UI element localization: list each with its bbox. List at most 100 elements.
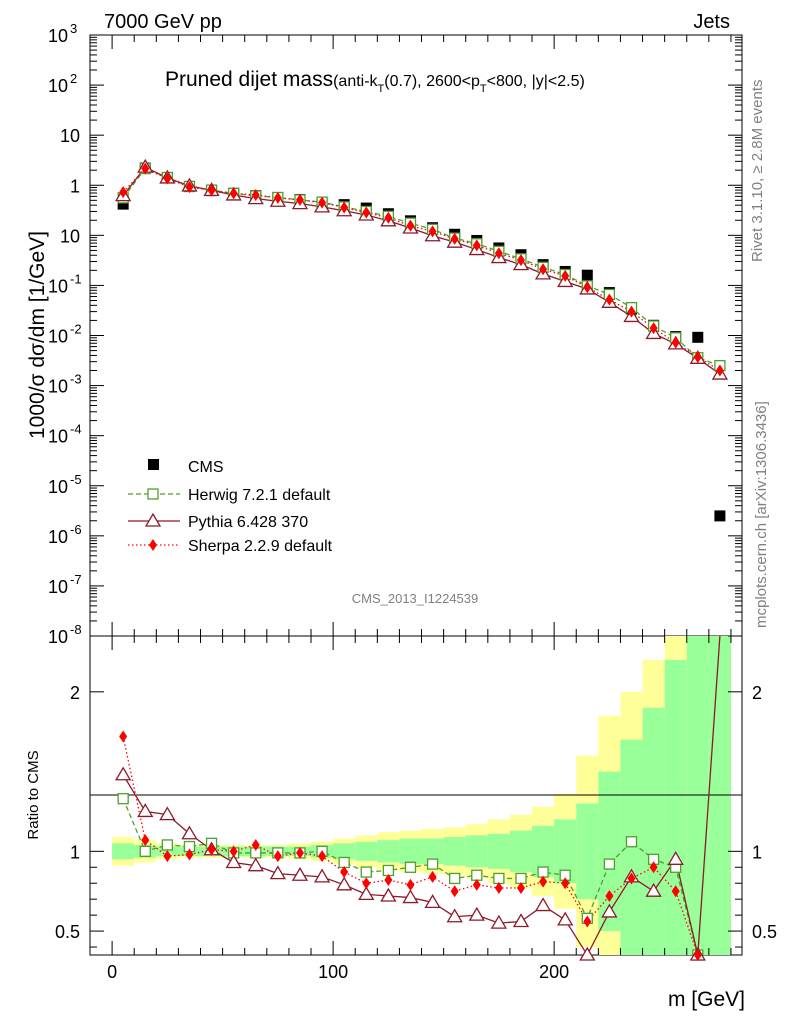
ratio-point-herwig bbox=[449, 872, 461, 885]
ratio-point-pythia bbox=[291, 866, 309, 881]
ratio-band-inner bbox=[333, 843, 356, 860]
y-tick-exponent: -5 bbox=[70, 472, 82, 487]
analysis-watermark: CMS_2013_I1224539 bbox=[352, 591, 479, 606]
main-point-sherpa bbox=[362, 206, 371, 219]
ratio-point-pythia bbox=[358, 886, 375, 901]
ratio-point-sherpa bbox=[207, 843, 216, 856]
main-point-sherpa bbox=[273, 191, 282, 204]
rivet-version-label: Rivet 3.1.10, ≥ 2.8M events bbox=[749, 80, 766, 263]
ratio-point-sherpa bbox=[583, 915, 592, 928]
legend: CMS Herwig 7.2.1 default Pythia 6.428 37… bbox=[128, 459, 333, 555]
y-tick-exponent: -4 bbox=[70, 422, 82, 437]
ratio-axis-ticks: 0.5 0.5 1 1 2 2 0 100 200 bbox=[55, 636, 777, 982]
main-point-sherpa bbox=[295, 193, 304, 206]
ratio-band-inner bbox=[399, 838, 422, 865]
legend-label-herwig: Herwig 7.2.1 default bbox=[188, 487, 331, 504]
main-point-sherpa bbox=[185, 181, 194, 194]
ratio-point-pythia bbox=[115, 766, 132, 781]
legend-label-cms: CMS bbox=[188, 459, 224, 476]
y-tick-label: 10 bbox=[48, 527, 68, 547]
ratio-band-inner bbox=[664, 659, 687, 955]
ratio-point-sherpa bbox=[627, 872, 636, 885]
y-tick-label: 10 bbox=[48, 627, 68, 647]
main-point-sherpa bbox=[494, 247, 503, 260]
ratio-y-tick-label-right: 1 bbox=[752, 842, 762, 862]
y-tick-label: 10 bbox=[48, 26, 68, 46]
ratio-band-inner bbox=[576, 803, 599, 900]
ratio-point-herwig bbox=[117, 793, 129, 805]
ratio-point-sherpa bbox=[273, 850, 282, 863]
ratio-point-pythia bbox=[402, 889, 419, 904]
ratio-point-herwig bbox=[493, 872, 505, 885]
main-point-sherpa bbox=[583, 281, 592, 294]
main-point-sherpa bbox=[627, 305, 636, 318]
ratio-band-inner bbox=[465, 835, 488, 868]
legend-label-sherpa: Sherpa 2.2.9 default bbox=[188, 538, 333, 555]
ratio-point-herwig bbox=[537, 866, 549, 878]
ratio-point-sherpa bbox=[295, 846, 304, 859]
y-tick-exponent: -1 bbox=[70, 271, 82, 286]
ratio-y-tick-label: 2 bbox=[70, 683, 80, 703]
ratio-point-pythia bbox=[667, 851, 684, 865]
main-line-pythia bbox=[122, 166, 721, 375]
main-point-sherpa bbox=[649, 322, 658, 335]
main-point-sherpa bbox=[163, 172, 172, 185]
y-tick-label: 10 bbox=[48, 477, 68, 497]
x-tick-label: 0 bbox=[107, 962, 117, 982]
ratio-point-sherpa bbox=[693, 949, 702, 961]
ratio-point-sherpa bbox=[428, 870, 437, 883]
ratio-point-pythia bbox=[225, 854, 242, 869]
ratio-point-herwig bbox=[360, 866, 372, 878]
main-point-cms bbox=[692, 331, 704, 343]
ratio-point-pythia bbox=[579, 946, 596, 961]
ratio-line-pythia bbox=[122, 635, 721, 957]
y-tick-exponent: 2 bbox=[70, 71, 77, 86]
ratio-point-pythia bbox=[645, 882, 662, 897]
main-point-sherpa bbox=[406, 219, 415, 232]
ratio-point-sherpa bbox=[384, 874, 393, 887]
ratio-point-sherpa bbox=[318, 850, 327, 863]
main-point-sherpa bbox=[605, 293, 614, 306]
ratio-band-inner bbox=[421, 838, 444, 865]
ratio-point-sherpa bbox=[649, 861, 658, 874]
y-tick-exponent: -3 bbox=[70, 372, 82, 387]
ratio-point-sherpa bbox=[472, 878, 481, 891]
ratio-band-inner bbox=[554, 819, 577, 884]
ratio-series-group bbox=[115, 635, 721, 961]
ratio-band-inner bbox=[487, 833, 510, 869]
main-point-cms bbox=[714, 510, 726, 522]
main-point-cms bbox=[117, 198, 129, 210]
ratio-point-pythia bbox=[468, 906, 485, 921]
ratio-point-pythia bbox=[534, 897, 552, 912]
ratio-point-herwig bbox=[161, 839, 174, 851]
ratio-point-sherpa bbox=[163, 850, 172, 863]
main-point-sherpa bbox=[516, 254, 525, 267]
main-point-sherpa bbox=[671, 336, 680, 349]
ratio-point-pythia bbox=[557, 911, 574, 926]
main-point-sherpa bbox=[450, 232, 459, 245]
ratio-point-sherpa bbox=[671, 885, 680, 898]
y-tick-exponent: -6 bbox=[70, 522, 82, 537]
y-tick-exponent: -8 bbox=[70, 622, 82, 637]
ratio-point-sherpa bbox=[340, 866, 349, 879]
ratio-point-sherpa bbox=[561, 877, 570, 890]
ratio-point-herwig bbox=[404, 861, 417, 873]
ratio-point-pythia bbox=[380, 887, 397, 902]
plot-title: Pruned dijet mass(anti-kT(0.7), 2600<pT<… bbox=[165, 68, 585, 95]
main-point-sherpa bbox=[472, 239, 481, 252]
legend-marker-herwig bbox=[147, 488, 159, 500]
ratio-point-sherpa bbox=[141, 834, 150, 847]
ratio-point-pythia bbox=[247, 857, 264, 872]
main-point-sherpa bbox=[428, 225, 437, 238]
ratio-point-herwig bbox=[382, 864, 395, 877]
ratio-point-pythia bbox=[601, 903, 618, 918]
ratio-point-herwig bbox=[139, 845, 151, 857]
y-tick-label: 10 bbox=[60, 126, 80, 146]
y-tick-label: 10 bbox=[48, 577, 68, 597]
ratio-band-inner bbox=[355, 841, 378, 861]
ratio-band-inner bbox=[642, 707, 665, 955]
ratio-y-axis-label: Ratio to CMS bbox=[25, 750, 42, 839]
y-tick-label: 10 bbox=[48, 377, 68, 397]
ratio-point-pythia bbox=[137, 803, 154, 818]
